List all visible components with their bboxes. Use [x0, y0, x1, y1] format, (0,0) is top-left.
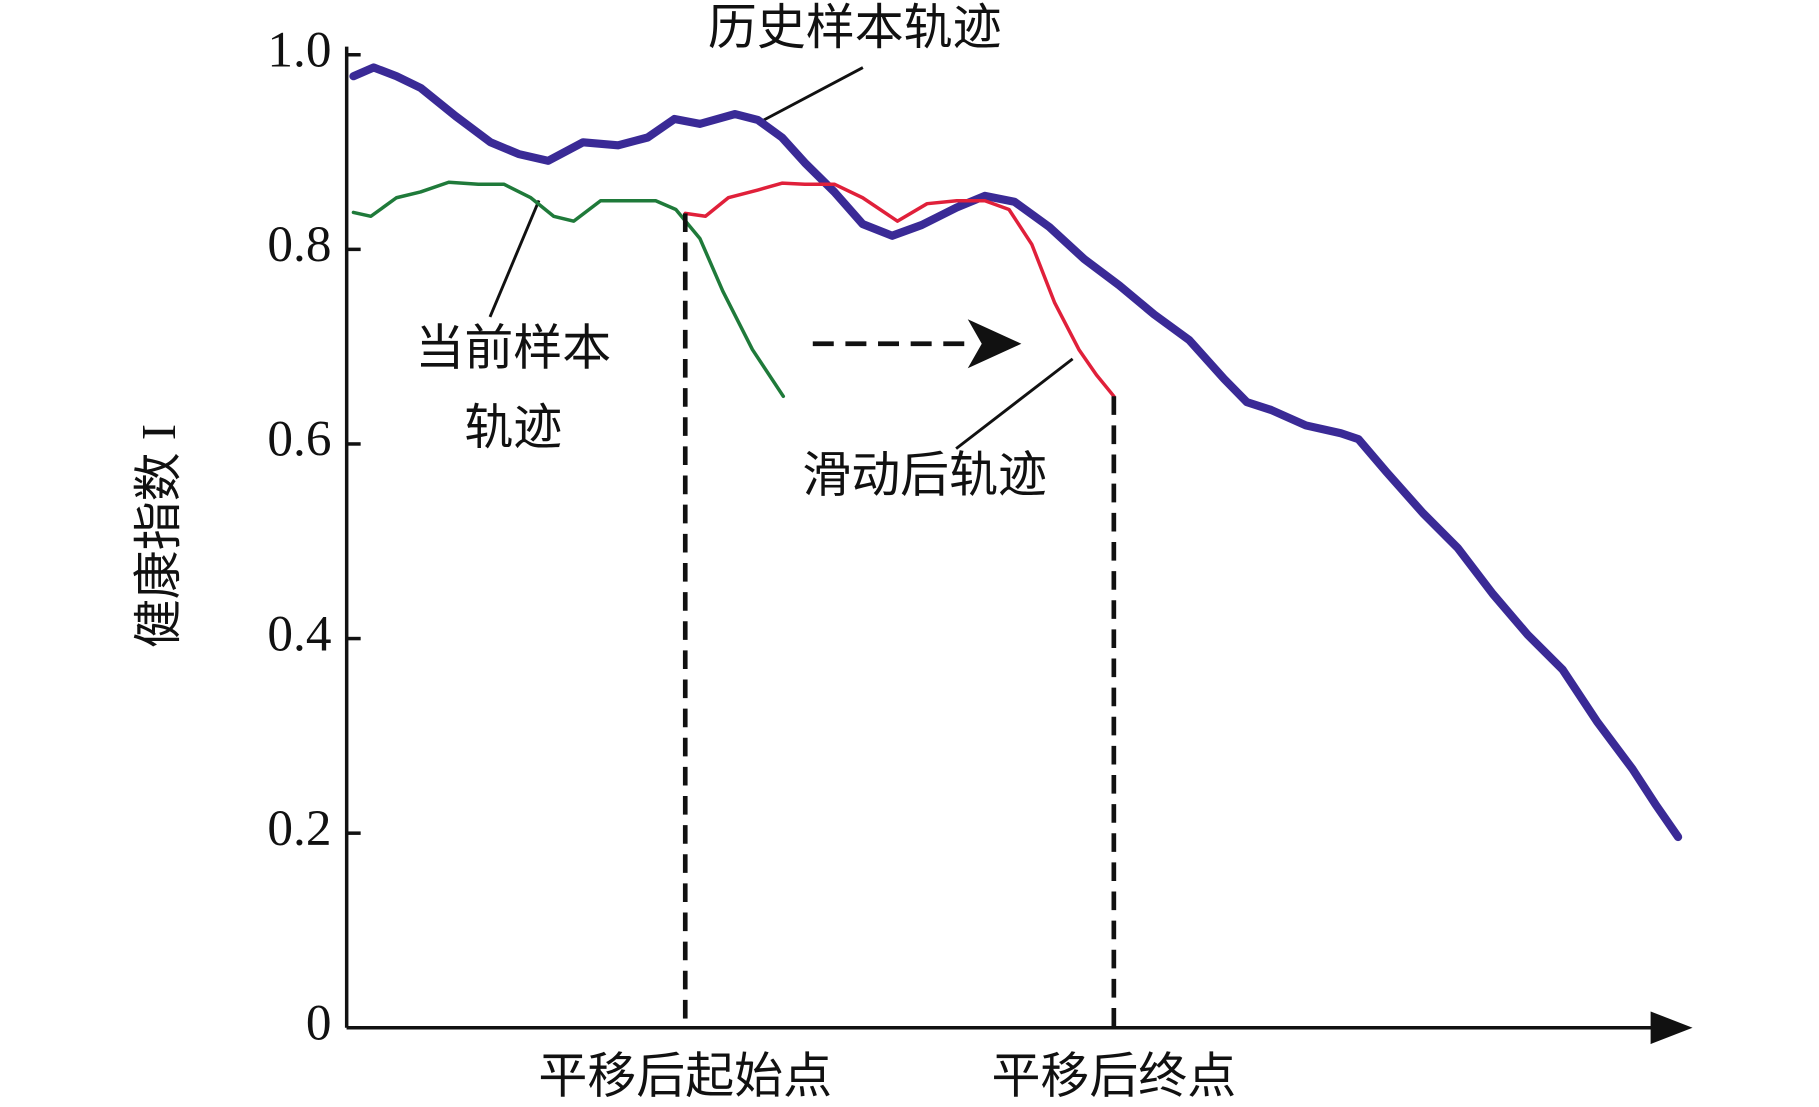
series-line — [349, 63, 1683, 842]
series-line — [351, 180, 786, 399]
series-label: 当前样本轨迹 — [415, 322, 612, 456]
shift-arrow-head — [967, 319, 1022, 369]
y-tick-label: 0 — [306, 995, 332, 1052]
series-label: 滑动后轨迹 — [802, 447, 1047, 502]
leader-line — [488, 199, 541, 318]
y-axis-label: 健康指数 I — [131, 424, 186, 648]
leader-line — [955, 357, 1074, 450]
marker-label: 平移后终点 — [991, 1049, 1236, 1104]
y-tick-label: 0.2 — [267, 800, 331, 857]
leader-line — [763, 66, 864, 122]
x-axis-arrow — [1650, 1011, 1693, 1045]
y-tick-label: 0.6 — [267, 411, 331, 468]
y-tick-label: 0.4 — [267, 605, 331, 662]
series-label-box: 当前样本轨迹 — [415, 322, 612, 456]
marker-label: 平移后起始点 — [538, 1049, 832, 1104]
series-label: 历史样本轨迹 — [708, 0, 1002, 55]
series-line — [683, 181, 1116, 399]
y-tick-label: 0.8 — [267, 216, 331, 273]
y-tick-label: 1.0 — [267, 22, 331, 79]
